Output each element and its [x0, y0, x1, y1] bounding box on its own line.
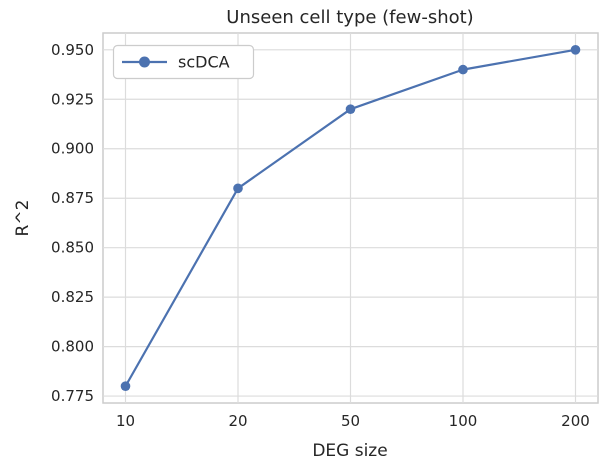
data-point-marker [233, 183, 243, 194]
y-axis-label: R^2 [13, 200, 33, 237]
y-tick-label: 0.875 [51, 189, 94, 207]
y-tick-label: 0.800 [51, 338, 94, 356]
data-point-marker [120, 381, 131, 391]
x-tick-label: 20 [228, 412, 247, 430]
x-tick-label: 200 [561, 412, 590, 430]
x-tick-label: 50 [341, 412, 360, 430]
x-axis-label: DEG size [312, 441, 387, 461]
y-tick-label: 0.950 [51, 41, 94, 59]
series-layer [120, 45, 581, 391]
legend-swatch-marker [139, 56, 150, 68]
data-point-marker [458, 64, 468, 75]
legend-series-label: scDCA [178, 53, 230, 72]
legend: scDCA [112, 44, 255, 80]
data-point-marker [345, 104, 356, 114]
x-tick-label: 100 [449, 412, 478, 430]
tick-labels: 0.775 0.800 0.825 0.850 0.875 0.900 0.925 0.950… [51, 41, 590, 430]
y-tick-label: 0.900 [51, 140, 94, 158]
y-tick-label: 0.825 [51, 288, 94, 306]
y-tick-label: 0.850 [51, 239, 94, 257]
x-tick-label: 10 [116, 412, 135, 430]
grid [103, 33, 598, 403]
y-tick-label: 0.775 [51, 387, 94, 405]
chart-title: Unseen cell type (few-shot) [226, 7, 473, 28]
legend-box [112, 44, 255, 80]
y-tick-label: 0.925 [51, 90, 94, 108]
data-point-marker [570, 45, 581, 55]
